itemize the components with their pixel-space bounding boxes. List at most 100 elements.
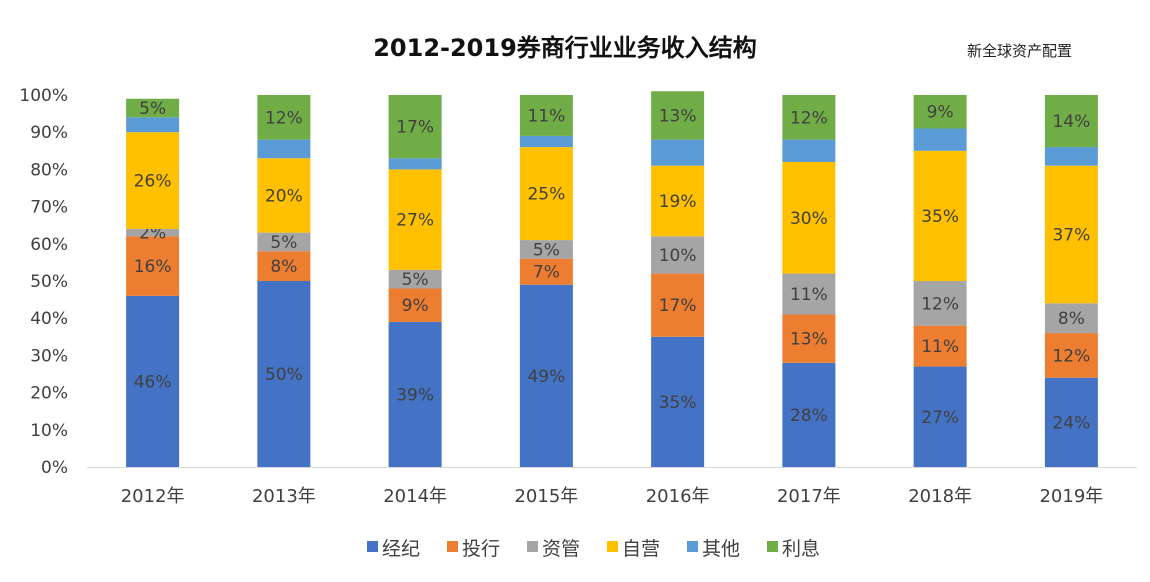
data-label: 11% bbox=[790, 285, 828, 305]
data-label: 27% bbox=[396, 211, 434, 231]
data-label: 50% bbox=[265, 365, 303, 385]
bar-segment bbox=[126, 132, 180, 229]
data-label: 10% bbox=[659, 246, 697, 266]
y-tick-label: 10% bbox=[30, 421, 68, 441]
bar-segment bbox=[388, 288, 442, 322]
bar-segment bbox=[782, 161, 836, 274]
data-label: 25% bbox=[527, 185, 565, 205]
y-tick-label: 40% bbox=[30, 309, 68, 329]
bar-segment bbox=[388, 95, 442, 159]
bar-segment bbox=[913, 150, 967, 281]
legend-label: 利息 bbox=[782, 538, 820, 560]
data-label: 9% bbox=[927, 103, 954, 123]
bar-segment bbox=[257, 158, 311, 233]
bar-segment bbox=[651, 236, 705, 274]
data-label: 12% bbox=[790, 108, 828, 128]
bar-segment bbox=[519, 95, 573, 136]
legend-label: 经纪 bbox=[382, 538, 420, 560]
data-label: 17% bbox=[659, 296, 697, 316]
bar-segment bbox=[126, 117, 180, 133]
bar-segment bbox=[126, 236, 180, 296]
x-tick-label: 2015年 bbox=[514, 486, 578, 507]
bar-segment bbox=[257, 232, 311, 252]
bar-segment bbox=[782, 314, 836, 363]
bar-segment bbox=[913, 128, 967, 151]
watermark-text: 新全球资产配置 bbox=[967, 42, 1073, 60]
bar-segment bbox=[1044, 95, 1098, 148]
y-tick-label: 30% bbox=[30, 346, 68, 366]
data-label: 7% bbox=[533, 263, 560, 283]
chart-title: 2012-2019券商行业业务收入结构 bbox=[373, 34, 757, 62]
bar-segment bbox=[519, 147, 573, 241]
legend-label: 资管 bbox=[542, 538, 580, 560]
legend-swatch bbox=[367, 541, 378, 552]
data-label: 5% bbox=[270, 233, 297, 253]
data-label: 35% bbox=[921, 207, 959, 227]
bar-segment bbox=[651, 336, 705, 467]
bar-segment bbox=[126, 295, 180, 467]
x-tick-label: 2013年 bbox=[252, 486, 316, 507]
bar-segment bbox=[1044, 303, 1098, 334]
data-label: 12% bbox=[265, 108, 303, 128]
y-tick-label: 70% bbox=[30, 198, 68, 218]
y-tick-label: 20% bbox=[30, 384, 68, 404]
legend-swatch bbox=[767, 541, 778, 552]
bar-segment bbox=[519, 135, 573, 148]
data-label: 13% bbox=[659, 106, 697, 126]
bar-segment bbox=[1044, 333, 1098, 378]
data-label: 5% bbox=[402, 270, 429, 290]
legend-label: 投行 bbox=[462, 538, 500, 560]
data-label: 11% bbox=[527, 106, 565, 126]
data-label: 26% bbox=[134, 172, 172, 192]
y-tick-label: 100% bbox=[19, 86, 68, 106]
bar-segment bbox=[519, 284, 573, 467]
bar-segment bbox=[388, 158, 442, 170]
bar-segment bbox=[388, 169, 442, 270]
bar-segment bbox=[126, 228, 180, 237]
bar-segment bbox=[388, 321, 442, 467]
bar-segment bbox=[1044, 147, 1098, 166]
x-tick-label: 2018年 bbox=[908, 486, 972, 507]
data-label: 5% bbox=[139, 99, 166, 119]
bar-segment bbox=[913, 95, 967, 129]
data-label: 8% bbox=[1058, 309, 1085, 329]
legend-swatch bbox=[447, 541, 458, 552]
data-label: 27% bbox=[921, 408, 959, 428]
x-tick-label: 2012年 bbox=[121, 486, 185, 507]
bar-segment bbox=[651, 273, 705, 337]
bar-segment bbox=[519, 258, 573, 285]
bar-segment bbox=[913, 281, 967, 326]
x-tick-label: 2014年 bbox=[383, 486, 447, 507]
y-tick-label: 60% bbox=[30, 235, 68, 255]
bar-segment bbox=[782, 139, 836, 162]
bar-segment bbox=[257, 139, 311, 159]
data-label: 19% bbox=[659, 192, 697, 212]
y-tick-label: 90% bbox=[30, 123, 68, 143]
data-label: 39% bbox=[396, 385, 434, 405]
legend-label: 自营 bbox=[622, 538, 660, 560]
x-tick-label: 2016年 bbox=[646, 486, 710, 507]
data-label: 37% bbox=[1052, 226, 1090, 246]
data-label: 49% bbox=[527, 367, 565, 387]
legend-swatch bbox=[607, 541, 618, 552]
bar-segment bbox=[913, 366, 967, 467]
data-label: 8% bbox=[270, 257, 297, 277]
bar-segment bbox=[782, 273, 836, 315]
data-label: 46% bbox=[134, 372, 172, 392]
bar-segment bbox=[257, 281, 311, 467]
legend-swatch bbox=[687, 541, 698, 552]
data-label: 30% bbox=[790, 209, 828, 229]
x-tick-label: 2019年 bbox=[1039, 486, 1103, 507]
y-tick-label: 0% bbox=[41, 458, 68, 478]
bar-segment bbox=[651, 165, 705, 237]
bar-segment bbox=[257, 251, 311, 281]
data-label: 35% bbox=[659, 393, 697, 413]
data-label: 5% bbox=[533, 240, 560, 260]
bar-segment bbox=[1044, 377, 1098, 467]
bar-segment bbox=[257, 95, 311, 140]
bar-segment bbox=[1044, 165, 1098, 304]
bar-segment bbox=[519, 240, 573, 259]
data-label: 12% bbox=[1052, 346, 1090, 366]
